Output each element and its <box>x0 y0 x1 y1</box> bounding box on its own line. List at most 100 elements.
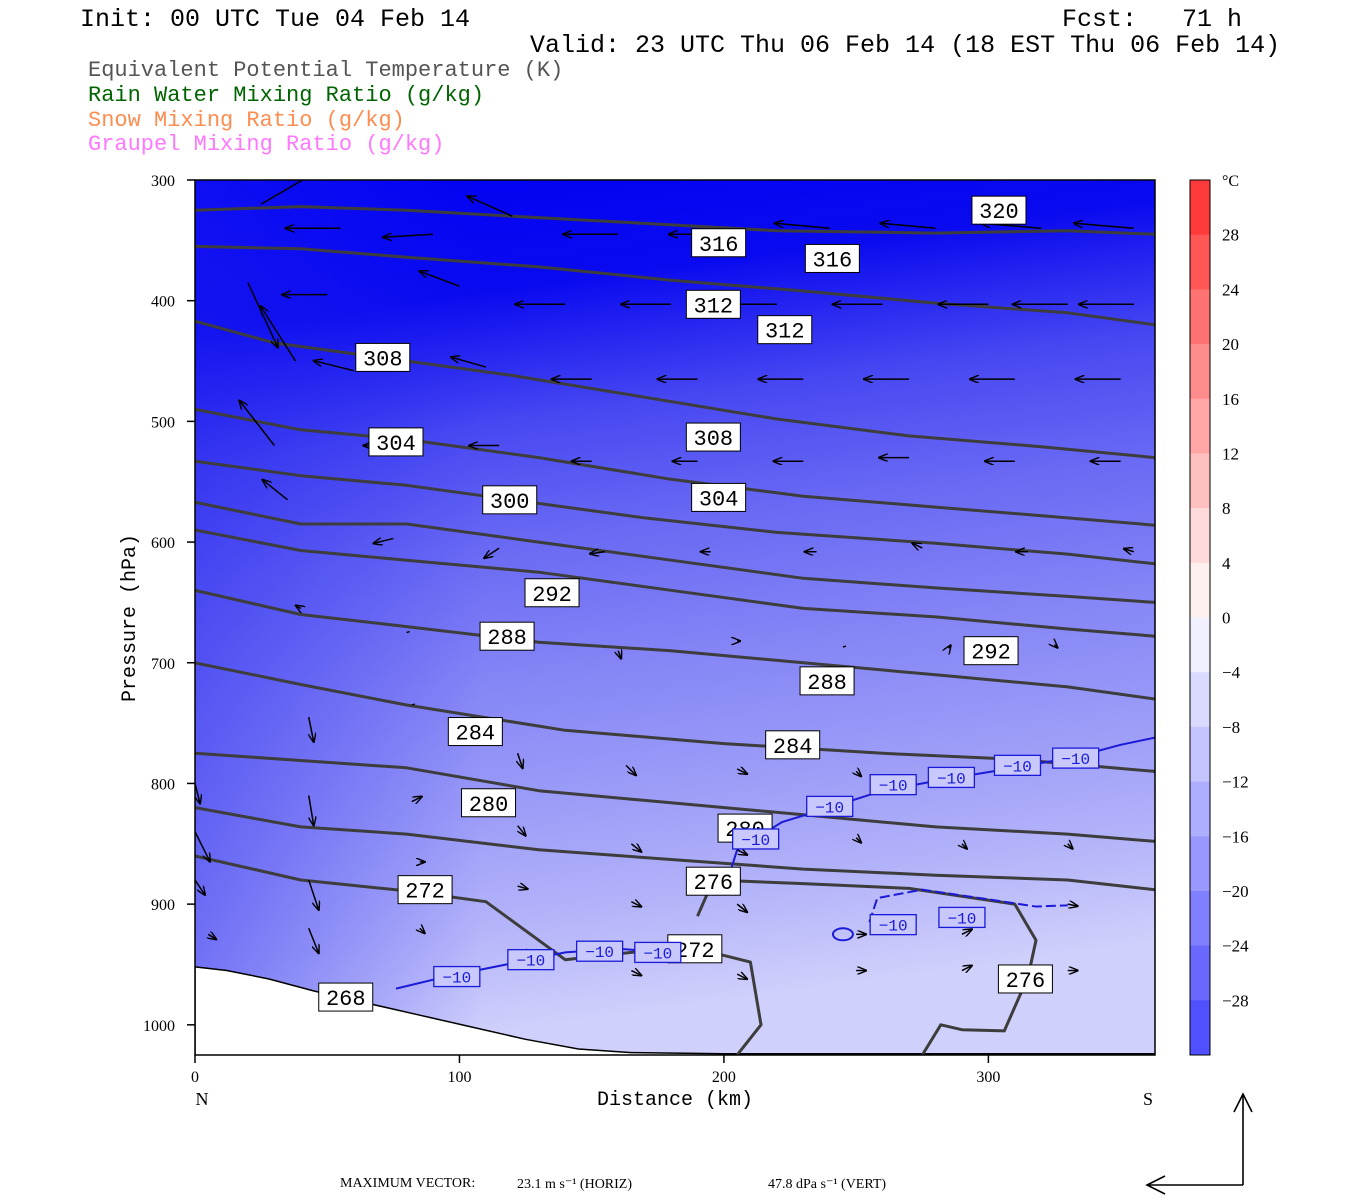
theta-e-label: 312 <box>694 294 734 319</box>
theta-e-label-box <box>997 964 1053 994</box>
south-label: S <box>1143 1089 1153 1109</box>
colorbar-tick-label: −16 <box>1222 827 1249 846</box>
theta-e-label: 268 <box>326 987 366 1012</box>
temp-label: −10 <box>1003 758 1032 776</box>
wind-vector <box>260 306 297 362</box>
wind-vector <box>263 480 289 501</box>
wind-vector <box>618 651 621 659</box>
temp-label-box <box>806 795 854 818</box>
temp-label-box <box>927 766 976 789</box>
x-tick-label: 100 <box>447 1069 471 1086</box>
y-tick-label: 1000 <box>143 1018 175 1035</box>
wind-vector <box>307 795 314 826</box>
wind-vector <box>856 771 861 776</box>
wind-vector <box>260 180 304 205</box>
theta-e-contour-0 <box>195 205 1155 236</box>
wind-vector <box>420 928 425 933</box>
colorbar-frame <box>1189 179 1211 1056</box>
colorbar-segment <box>1190 180 1210 236</box>
theta-e-label-box <box>765 730 821 760</box>
wind-vector <box>296 605 301 608</box>
legend-graupel: Graupel Mixing Ratio (g/kg) <box>88 132 445 157</box>
theta-e-label: 300 <box>490 490 530 515</box>
wind-vector <box>195 783 200 803</box>
wind-vector <box>631 971 641 976</box>
wind-vector <box>880 223 936 230</box>
temperature-field-shading <box>195 180 1155 1055</box>
wind-vector <box>383 234 434 237</box>
theta-e-label-box <box>757 315 813 345</box>
temp-label: −10 <box>741 832 770 850</box>
y-tick-label: 900 <box>151 897 175 914</box>
temp-label-box <box>575 940 624 962</box>
wind-vector <box>484 547 500 558</box>
temp-label-box <box>732 828 780 850</box>
wind-vector <box>949 645 951 648</box>
temp-label: −10 <box>516 953 545 971</box>
y-tick-label: 400 <box>151 294 175 311</box>
wind-vector <box>775 223 830 230</box>
theta-e-label-box <box>524 578 580 608</box>
temp-label-box <box>1052 747 1100 769</box>
y-tick-label: 700 <box>151 656 175 673</box>
vertical-scale-arrowhead <box>1233 1092 1253 1113</box>
colorbar-segment <box>1190 836 1210 892</box>
colorbar-tick-label: 20 <box>1222 335 1239 354</box>
colorbar-segment <box>1190 289 1210 345</box>
y-tick-label: 300 <box>151 173 175 190</box>
colorbar-tick-label: 24 <box>1222 280 1240 299</box>
theta-e-contour-6 <box>195 528 1155 638</box>
colorbar-tick-label: −4 <box>1222 663 1241 682</box>
theta-e-contour-8 <box>195 661 1155 773</box>
temp-label-box <box>993 754 1042 776</box>
temp-label: −10 <box>879 778 908 796</box>
colorbar-tick-label: −8 <box>1222 718 1240 737</box>
wind-vector <box>630 844 641 852</box>
colorbar-tick-label: −24 <box>1222 937 1249 956</box>
temp-label: −10 <box>948 910 977 928</box>
wind-vector <box>590 552 606 554</box>
y-tick-label: 600 <box>151 535 175 552</box>
forecast-hour: Fcst: 71 h <box>1062 5 1243 34</box>
valid-time: Valid: 23 UTC Thu 06 Feb 14 (18 EST Thu … <box>530 31 1281 60</box>
colorbar-segment <box>1190 1000 1210 1056</box>
legend-rain: Rain Water Mixing Ratio (g/kg) <box>88 83 485 108</box>
colorbar-tick-label: 16 <box>1222 390 1239 409</box>
wind-vector <box>961 929 972 934</box>
horizontal-scale-arrowhead <box>1145 1175 1166 1195</box>
temp-label: −10 <box>643 945 672 963</box>
theta-e-label: 272 <box>675 939 715 964</box>
wind-vector <box>411 797 422 802</box>
theta-e-label: 276 <box>1006 969 1046 994</box>
wind-vector <box>736 904 747 912</box>
wind-vector <box>208 934 216 939</box>
wind-vector <box>518 825 526 836</box>
theta-e-label-box <box>685 866 741 896</box>
theta-e-contour-1 <box>195 244 1155 327</box>
legend-theta-e: Equivalent Potential Temperature (K) <box>88 58 564 83</box>
theta-e-contour-10 <box>195 806 1155 892</box>
wind-vector <box>1074 223 1134 230</box>
colorbar-segment <box>1190 453 1210 509</box>
colorbar-segment <box>1190 945 1210 1001</box>
colorbar-tick-label: 12 <box>1222 444 1239 463</box>
temp-label-box <box>634 941 682 964</box>
wind-vector <box>308 879 319 910</box>
max-vector-vert: 47.8 dPa s⁻¹ (VERT) <box>768 1177 887 1192</box>
wind-vector <box>625 764 636 775</box>
theta-e-label: 288 <box>807 671 847 696</box>
theta-e-label-box <box>963 636 1019 666</box>
wind-vector <box>411 703 416 706</box>
theta-e-label: 292 <box>532 583 572 608</box>
plot-frame <box>194 179 1156 1056</box>
theta-e-label: 312 <box>765 320 805 345</box>
temp-label-box <box>938 906 986 929</box>
theta-e-contour-2 <box>195 319 1155 460</box>
wind-vector <box>373 538 394 543</box>
colorbar-segment <box>1190 726 1210 783</box>
theta-e-contour-5 <box>195 500 1155 604</box>
wind-vector <box>1068 844 1073 849</box>
theta-e-label-box <box>804 243 860 273</box>
theta-e-contour-7 <box>195 588 1155 701</box>
